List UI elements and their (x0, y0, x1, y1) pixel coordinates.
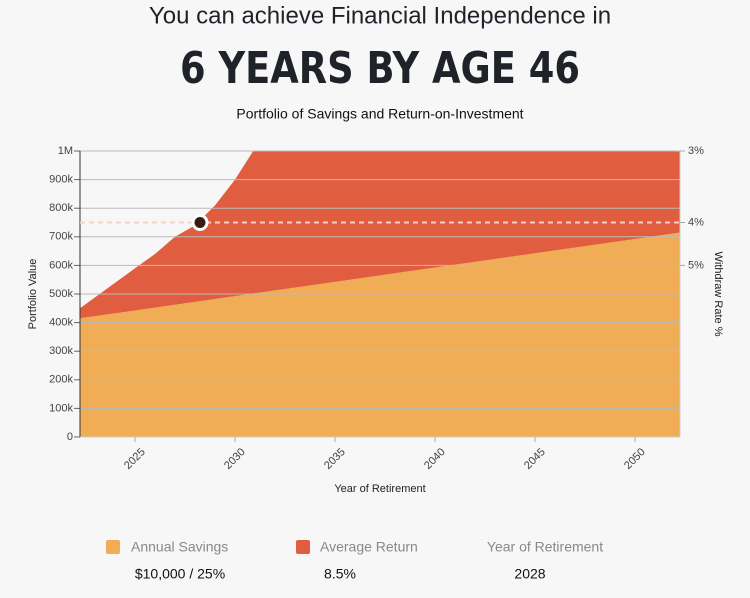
intro: You can achieve Financial Independence i… (149, 2, 611, 29)
y-tick-label: 1M (58, 145, 73, 157)
retirement-marker (191, 214, 209, 231)
y-tick-label: 0 (67, 431, 73, 443)
legend-label: Annual Savings (131, 539, 228, 555)
x-axis-label: Year of Retirement (334, 483, 425, 495)
y-tick-label: 300k (49, 345, 73, 357)
x-tick-label: 2040 (422, 446, 448, 472)
y-tick-label: 500k (49, 288, 73, 300)
x-tick-label: 2035 (322, 446, 348, 472)
retirement-value: 2028 (514, 566, 545, 582)
plot (80, 151, 680, 437)
y-tick-label: 600k (49, 259, 73, 271)
retirement-label: Year of Retirement (487, 539, 603, 555)
y-tick-label: 100k (49, 402, 73, 414)
y2-tick-label: 4% (688, 216, 704, 228)
x-tick-label: 2050 (622, 446, 648, 472)
y2-tick-label: 5% (688, 259, 704, 271)
x-tick-label: 2045 (522, 446, 548, 472)
y2-axis-label: Withdraw Rate % (712, 252, 724, 337)
y2-tick-label: 3% (688, 145, 704, 157)
legend-swatch (296, 540, 310, 554)
y-tick-label: 900k (49, 174, 73, 186)
y-tick-label: 200k (49, 374, 73, 386)
x-tick-label: 2030 (222, 446, 248, 472)
y-tick-label: 400k (49, 317, 73, 329)
headline: 6 YEARS BY AGE 46 (180, 43, 580, 94)
area (80, 232, 680, 437)
y-tick-label: 700k (49, 231, 73, 243)
chart-title: Portfolio of Savings and Return-on-Inves… (236, 106, 523, 122)
x-tick-label: 2025 (122, 446, 148, 472)
legend-label: Average Return (320, 539, 418, 555)
y-tick-label: 800k (49, 202, 73, 214)
area (80, 151, 680, 319)
legend-swatch (106, 540, 120, 554)
y-axis-label: Portfolio Value (27, 259, 39, 330)
return-value: 8.5% (324, 566, 356, 582)
savings-value: $10,000 / 25% (135, 566, 225, 582)
